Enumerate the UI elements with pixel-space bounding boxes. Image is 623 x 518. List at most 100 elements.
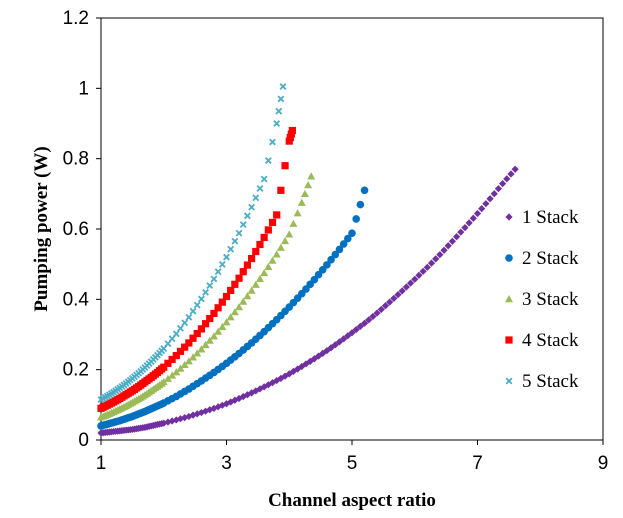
data-point (323, 347, 331, 355)
legend: 1 Stack 2 Stack 3 Stack 4 Stack 5 Stack (505, 207, 579, 392)
data-point (214, 268, 222, 276)
data-point (294, 365, 302, 373)
data-point (239, 297, 248, 305)
legend-marker (505, 213, 513, 221)
data-point (331, 250, 340, 259)
y-axis-title: Pumping power (W) (31, 146, 52, 311)
data-point (273, 211, 281, 219)
data-point (494, 185, 503, 193)
data-point (344, 234, 352, 243)
data-point (160, 363, 168, 371)
data-point (185, 313, 193, 321)
data-point (297, 198, 306, 206)
x-tick-label: 9 (598, 453, 609, 474)
data-point (273, 376, 281, 385)
data-point (432, 255, 440, 263)
data-point (205, 336, 214, 344)
data-point (281, 236, 290, 245)
data-point (260, 175, 268, 183)
data-point (444, 242, 452, 250)
data-point (164, 359, 172, 367)
x-tick-label: 1 (96, 453, 107, 474)
data-point (307, 172, 316, 180)
axis-ticks: 0 0.2 0.4 0.6 0.8 1 1.2 1 3 5 7 9 (63, 8, 609, 474)
data-point (243, 212, 251, 220)
data-point (189, 307, 197, 315)
data-point (206, 314, 214, 323)
data-point (327, 344, 335, 352)
data-point (352, 325, 360, 334)
data-point (469, 214, 477, 222)
data-point (293, 209, 302, 217)
data-point (461, 223, 469, 232)
data-point (473, 209, 482, 218)
data-point (218, 298, 226, 306)
data-point (365, 316, 373, 324)
data-point (452, 233, 461, 241)
legend-marker (505, 377, 513, 385)
data-point (181, 343, 189, 351)
legend-label: 3 Stack (522, 289, 579, 310)
data-point (231, 237, 239, 245)
x-tick-label: 5 (347, 453, 358, 474)
data-point (348, 229, 356, 238)
data-point (423, 263, 431, 271)
legend-label: 4 Stack (522, 330, 579, 351)
series-2 (97, 186, 369, 430)
legend-label: 1 Stack (522, 207, 579, 228)
legend-marker (505, 254, 513, 262)
data-point (248, 203, 256, 211)
data-point (394, 291, 402, 299)
data-point (193, 301, 201, 309)
data-point (210, 275, 218, 283)
data-point (360, 319, 369, 327)
data-point (227, 286, 235, 295)
legend-item: 4 Stack (505, 330, 579, 351)
data-point (268, 218, 277, 227)
data-point (277, 374, 285, 382)
data-points (97, 83, 519, 437)
data-point (465, 219, 473, 227)
data-point (206, 282, 214, 290)
data-point (478, 205, 486, 213)
data-point (209, 332, 218, 340)
data-point (285, 230, 294, 238)
data-point (381, 302, 390, 310)
legend-marker (505, 336, 513, 344)
data-point (260, 233, 268, 242)
data-point (276, 243, 285, 251)
data-point (440, 246, 448, 254)
data-point (323, 261, 331, 269)
data-point (268, 256, 277, 264)
y-tick-label: 0.2 (63, 360, 89, 381)
data-point (273, 120, 281, 127)
data-point (172, 330, 180, 338)
data-point (339, 240, 348, 248)
data-point (201, 320, 210, 328)
data-point (197, 295, 205, 303)
legend-marker (505, 295, 513, 303)
data-point (255, 274, 264, 283)
data-point (415, 271, 423, 279)
data-point (281, 162, 289, 170)
data-point (306, 357, 314, 365)
data-point (235, 394, 243, 403)
data-point (168, 371, 177, 379)
x-axis-title: Channel aspect ratio (268, 490, 436, 511)
data-point (360, 186, 369, 195)
data-point (239, 268, 247, 276)
data-point (419, 267, 427, 275)
data-point (176, 347, 185, 355)
data-point (218, 260, 226, 268)
data-point (251, 280, 260, 288)
y-tick-label: 0 (78, 430, 89, 451)
data-point (373, 309, 381, 317)
data-point (248, 254, 256, 263)
data-point (222, 318, 231, 326)
data-point (288, 126, 296, 135)
data-point (490, 190, 498, 198)
data-point (168, 417, 176, 425)
data-point (507, 170, 515, 178)
data-point (197, 325, 205, 333)
data-point (210, 404, 218, 412)
